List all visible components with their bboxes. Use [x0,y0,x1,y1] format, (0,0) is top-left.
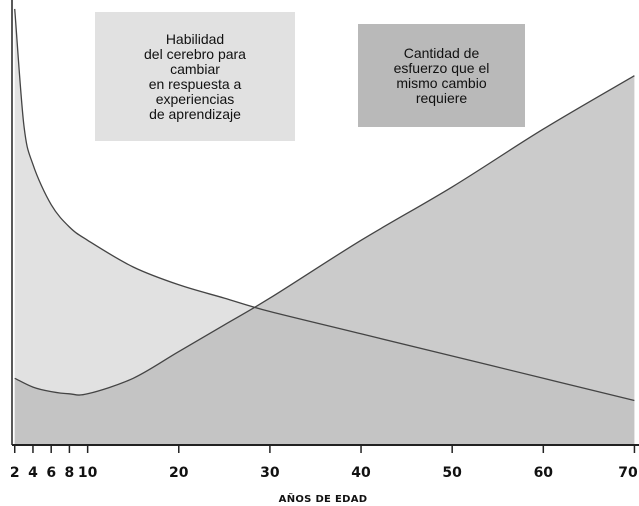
area-effort [14,75,635,445]
series-label-line: esfuerzo que el [393,59,490,76]
x-tick-label: 6 [46,465,56,481]
series-label-line: requiere [415,89,468,106]
chart-lines [14,8,635,402]
series-label-line: experiencias [155,90,235,107]
series-label-line: del cerebro para [144,45,246,62]
x-ticks: 2 4 6 8 10 20 30 40 50 60 70 [10,445,638,481]
series-label-line: de aprendizaje [149,105,241,122]
x-tick-label: 70 [618,465,638,481]
x-tick-label: 4 [28,465,38,481]
series-label-line: Habilidad [165,30,225,47]
series-label-line: en respuesta a [148,75,242,92]
x-tick-label: 40 [351,465,371,481]
series-label-line: cambiar [170,60,220,77]
x-tick-label: 8 [65,465,75,481]
x-tick-label: 20 [169,465,189,481]
x-tick-label: 60 [534,465,554,481]
chart-areas [14,8,635,446]
series-label-effort: Cantidad de esfuerzo que el mismo cambio re… [358,24,525,127]
chart-axes [11,0,639,446]
line-ability [14,8,635,402]
series-label-line: mismo cambio [396,74,487,91]
series-label-ability: Habilidad del cerebro para cambiar en respu… [95,12,295,141]
x-axis-title: AÑOS DE EDAD [279,492,368,505]
x-tick-label: 2 [10,465,20,481]
x-tick-label: 30 [260,465,280,481]
area-ability [14,8,635,446]
line-effort [14,75,635,396]
x-tick-label: 10 [78,465,98,481]
series-label-line: Cantidad de [403,44,480,61]
x-tick-label: 50 [442,465,462,481]
